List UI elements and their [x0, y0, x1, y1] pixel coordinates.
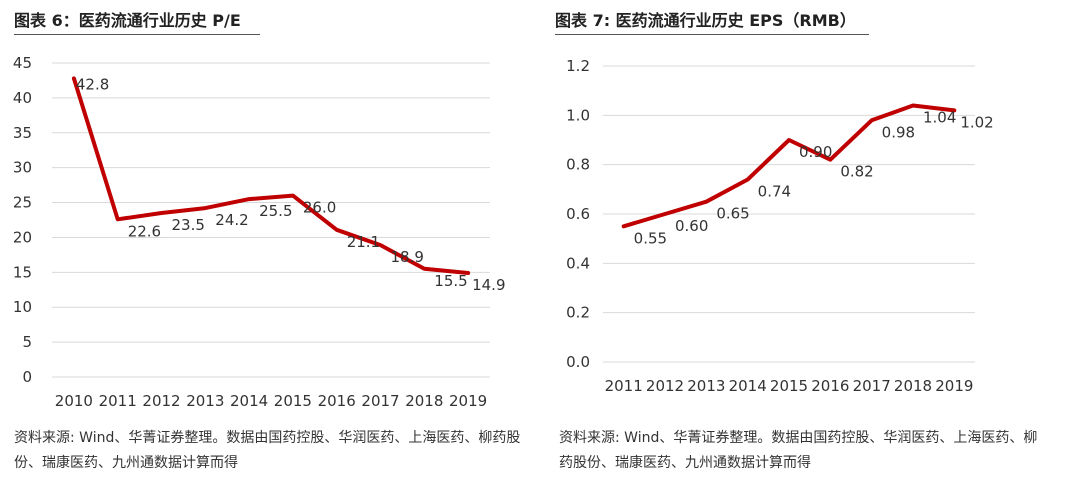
data-label: 18.9 [391, 248, 424, 266]
x-tick-label: 2019 [935, 377, 973, 395]
x-tick-label: 2011 [99, 392, 137, 410]
y-tick-label: 0.0 [566, 353, 590, 371]
x-tick-label: 2013 [687, 377, 725, 395]
data-label: 0.74 [758, 182, 791, 200]
x-tick-label: 2011 [605, 377, 643, 395]
y-tick-label: 45 [13, 54, 32, 72]
y-tick-label: 0.6 [566, 205, 590, 223]
data-label: 14.9 [472, 276, 505, 294]
y-tick-label: 5 [22, 333, 32, 351]
data-label: 23.5 [172, 216, 205, 234]
y-tick-label: 20 [13, 228, 32, 246]
y-tick-label: 0.8 [566, 156, 590, 174]
y-tick-label: 10 [13, 298, 32, 316]
x-tick-label: 2018 [894, 377, 932, 395]
data-label: 0.55 [634, 229, 667, 247]
series-line [71, 76, 471, 275]
eps-chart-source: 资料来源: Wind、华菁证券整理。数据由国药控股、华润医药、上海医药、柳药股份… [559, 430, 1038, 471]
x-tick-label: 2014 [230, 392, 268, 410]
x-tick-label: 2017 [853, 377, 891, 395]
data-label: 42.8 [76, 75, 109, 93]
data-label: 25.5 [259, 202, 292, 220]
data-label: 24.2 [215, 211, 248, 229]
y-tick-label: 0 [22, 368, 32, 386]
y-tick-label: 1.0 [566, 106, 590, 124]
data-label: 0.82 [840, 163, 873, 181]
x-tick-label: 2016 [318, 392, 356, 410]
eps-chart-panel: 图表 7: 医药流通行业历史 EPS（RMB） 0.0 0.2 0.4 0.6 0.8 1… [545, 0, 1078, 483]
x-tick-label: 2012 [646, 377, 684, 395]
data-label: 21.1 [347, 233, 380, 251]
data-label: 15.5 [434, 272, 467, 290]
pe-chart-source: 资料来源: Wind、华菁证券整理。数据由国药控股、华润医药、上海医药、柳药股份… [14, 430, 521, 471]
y-tick-label: 25 [13, 194, 32, 212]
data-label: 1.04 [923, 108, 956, 126]
data-label: 26.0 [303, 199, 336, 217]
data-label: 0.98 [882, 123, 915, 141]
y-tick-label: 40 [13, 89, 32, 107]
data-label: 0.65 [716, 205, 749, 223]
pe-chart-panel: 图表 6：医药流通行业历史 P/E 0 5 10 15 20 25 30 35 40 45 2010… [0, 0, 535, 483]
data-label: 0.60 [675, 217, 708, 235]
data-label: 1.02 [960, 113, 993, 131]
y-tick-label: 30 [13, 159, 32, 177]
x-tick-label: 2013 [186, 392, 224, 410]
x-tick-label: 2010 [55, 392, 93, 410]
x-tick-label: 2016 [811, 377, 849, 395]
eps-title-underline [555, 34, 869, 35]
y-tick-label: 35 [13, 124, 32, 142]
pe-line-chart: 0 5 10 15 20 25 30 35 40 45 2010 2011 2012 2013 2014 20… [13, 54, 506, 410]
y-tick-label: 1.2 [566, 57, 590, 75]
x-tick-label: 2018 [405, 392, 443, 410]
y-tick-label: 15 [13, 263, 32, 281]
x-tick-label: 2019 [449, 392, 487, 410]
x-tick-label: 2014 [729, 377, 767, 395]
y-tick-label: 0.2 [566, 304, 590, 322]
x-tick-label: 2017 [361, 392, 399, 410]
data-label: 22.6 [128, 222, 161, 240]
x-tick-label: 2012 [142, 392, 180, 410]
data-label: 0.90 [799, 143, 832, 161]
x-tick-label: 2015 [770, 377, 808, 395]
x-tick-label: 2015 [274, 392, 312, 410]
y-tick-label: 0.4 [566, 254, 590, 272]
pe-chart-title: 图表 6：医药流通行业历史 P/E [14, 11, 241, 30]
eps-chart-title: 图表 7: 医药流通行业历史 EPS（RMB） [555, 11, 856, 30]
pe-title-underline [14, 34, 260, 35]
